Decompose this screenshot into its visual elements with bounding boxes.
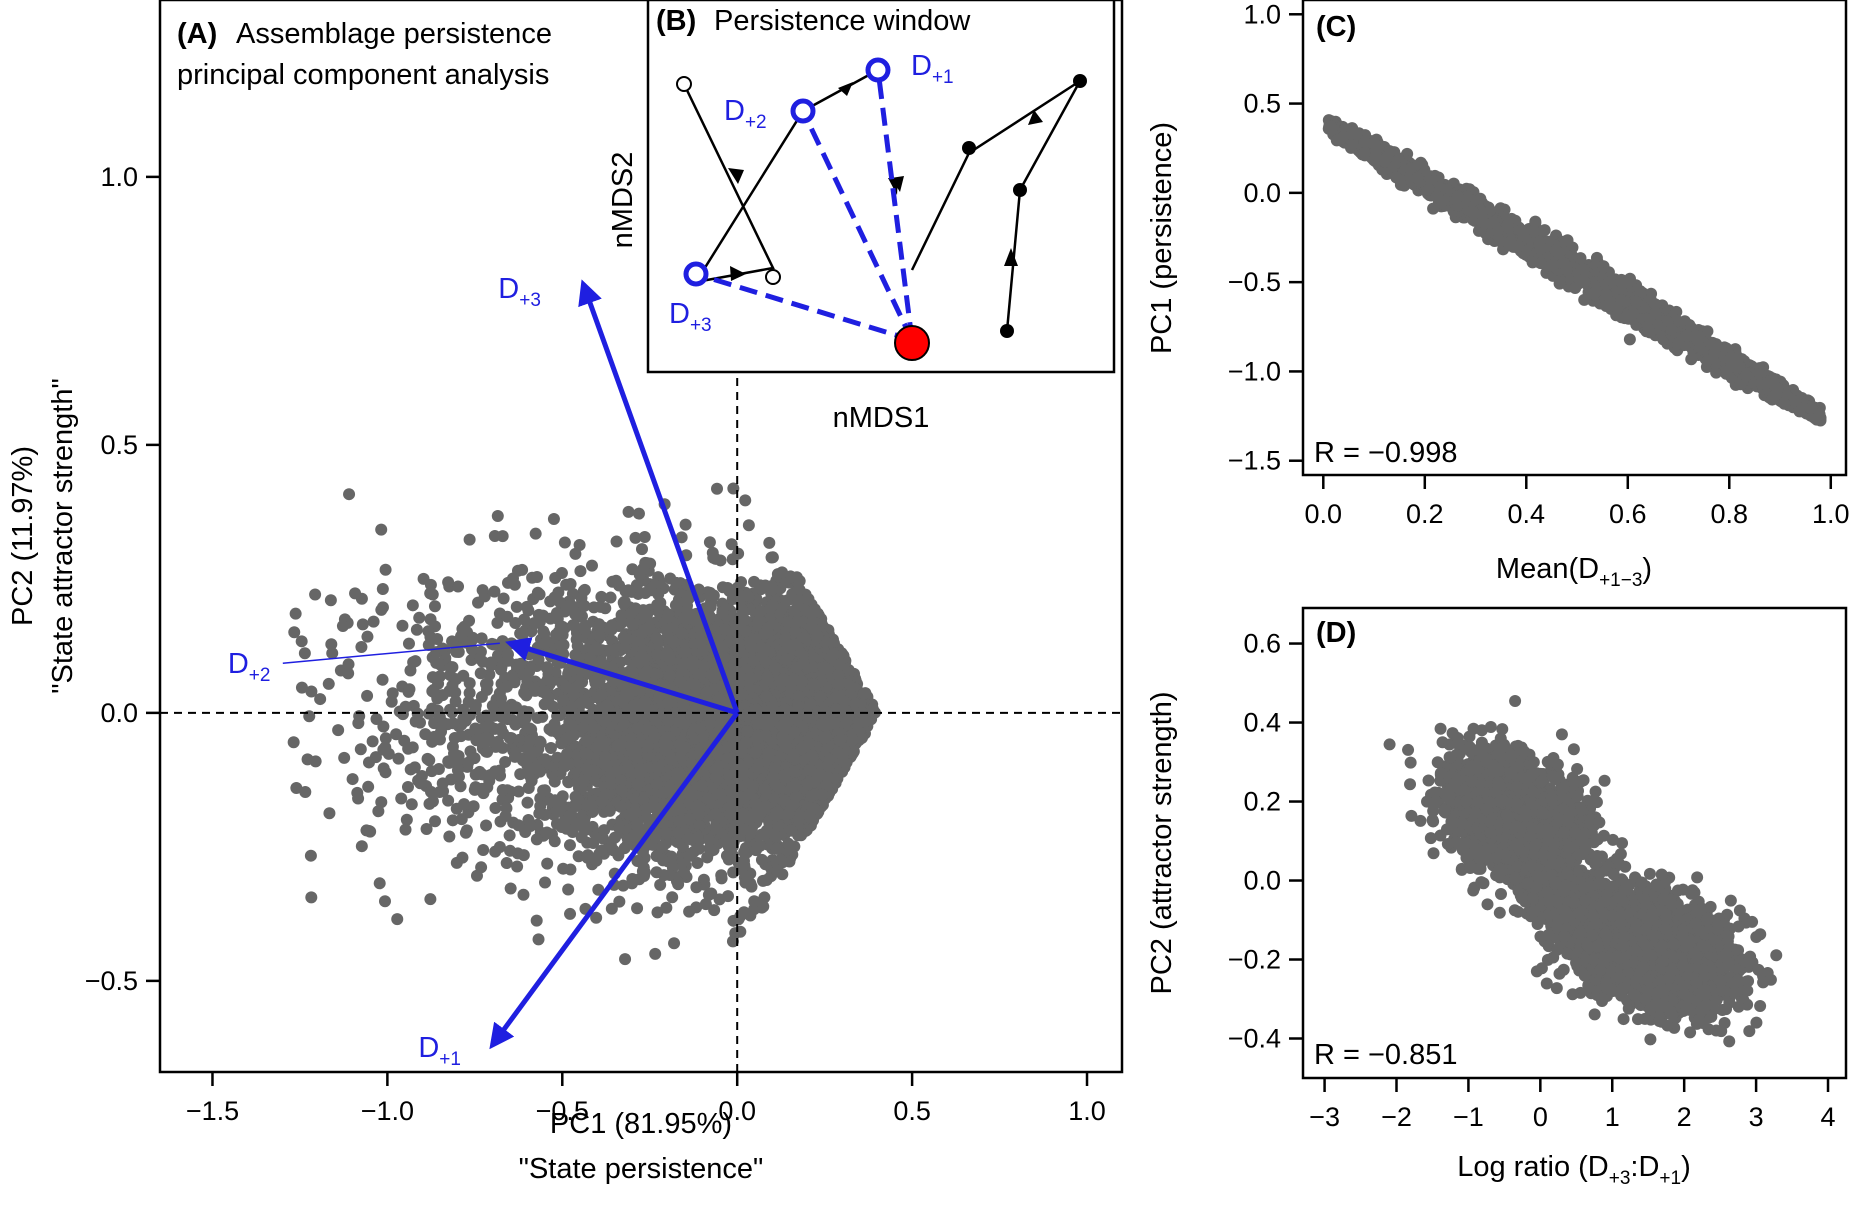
data-point	[569, 547, 582, 560]
data-point	[404, 763, 417, 776]
data-point	[402, 637, 415, 650]
data-point	[379, 563, 392, 576]
data-point	[531, 571, 544, 584]
data-point	[390, 728, 403, 741]
data-point	[406, 599, 419, 612]
data-point	[361, 630, 374, 643]
data-point	[396, 708, 409, 721]
data-point	[604, 591, 617, 604]
data-point	[456, 851, 469, 864]
data-point	[376, 583, 389, 596]
data-point	[491, 510, 504, 523]
data-point	[503, 829, 516, 842]
data-point	[715, 869, 728, 882]
data-point	[563, 839, 576, 852]
data-point	[396, 619, 409, 632]
data-point	[355, 641, 368, 654]
data-point	[631, 902, 644, 915]
data-point	[547, 513, 560, 526]
data-point	[701, 851, 714, 864]
data-point	[372, 805, 385, 818]
data-point	[574, 565, 587, 578]
data-point	[668, 937, 681, 950]
data-point	[399, 823, 412, 836]
data-point	[613, 895, 626, 908]
data-point	[469, 699, 482, 712]
data-point	[323, 807, 336, 820]
data-point	[442, 576, 455, 589]
data-point	[424, 613, 437, 626]
data-point	[489, 802, 502, 815]
data-point	[417, 572, 430, 585]
data-point	[463, 533, 476, 546]
data-point	[430, 656, 443, 669]
data-point	[338, 751, 351, 764]
data-point	[510, 600, 523, 613]
data-point	[496, 784, 509, 797]
data-point	[446, 661, 459, 674]
data-point	[504, 882, 517, 895]
data-point	[517, 888, 530, 901]
data-point	[362, 756, 375, 769]
data-point	[355, 840, 368, 853]
data-point	[309, 588, 322, 601]
data-point	[555, 567, 568, 580]
data-point	[356, 618, 369, 631]
data-point	[622, 505, 635, 518]
data-point	[391, 913, 404, 926]
data-point	[541, 857, 554, 870]
data-point	[721, 890, 734, 903]
data-point	[675, 531, 688, 544]
data-point	[511, 860, 524, 873]
data-point	[366, 735, 379, 748]
data-point	[324, 594, 337, 607]
data-point	[530, 833, 543, 846]
data-point	[428, 600, 441, 613]
data-point	[499, 755, 512, 768]
data-point	[585, 559, 598, 572]
data-point	[405, 798, 418, 811]
data-point	[640, 557, 653, 570]
data-point	[493, 840, 506, 853]
data-point	[304, 849, 317, 862]
data-point	[413, 611, 426, 624]
data-point	[595, 590, 608, 603]
data-point	[325, 638, 338, 651]
data-point	[375, 523, 388, 536]
data-point	[530, 914, 543, 927]
data-point	[343, 488, 356, 501]
data-point	[558, 536, 571, 549]
data-point	[650, 866, 663, 879]
data-point	[346, 773, 359, 786]
data-point	[477, 843, 490, 856]
data-point	[572, 850, 585, 863]
data-point	[455, 813, 468, 826]
data-point	[758, 891, 771, 904]
data-point	[376, 673, 389, 686]
panel-a-points	[287, 482, 881, 966]
data-point	[521, 796, 534, 809]
data-point	[446, 814, 459, 827]
data-point	[326, 647, 339, 660]
data-point	[295, 635, 308, 648]
data-point	[635, 543, 648, 556]
data-point	[463, 686, 476, 699]
data-point	[617, 596, 630, 609]
data-point	[332, 724, 345, 737]
data-point	[395, 792, 408, 805]
data-point	[362, 780, 375, 793]
panel-a: D+3D+2D+1 −1.5 −1.0 −0.5 0.0 0.5 1.0 −0.50.00…	[7, 0, 1124, 1185]
